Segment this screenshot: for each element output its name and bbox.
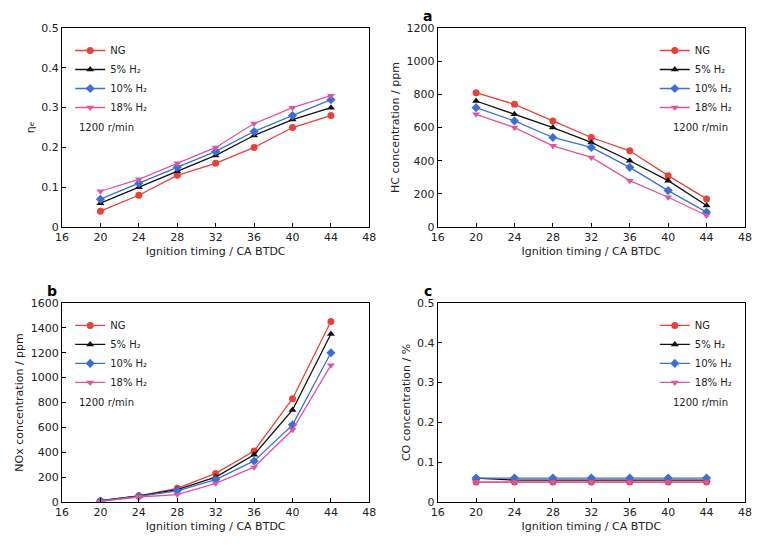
svg-text:40: 40 xyxy=(286,231,300,244)
svg-text:48: 48 xyxy=(362,231,376,244)
svg-text:44: 44 xyxy=(700,231,714,244)
svg-text:Ignition timing / CA BTDC: Ignition timing / CA BTDC xyxy=(146,520,286,533)
svg-text:20: 20 xyxy=(93,231,107,244)
svg-text:40: 40 xyxy=(661,506,675,519)
svg-text:40: 40 xyxy=(286,506,300,519)
svg-text:NOx concentration / ppm: NOx concentration / ppm xyxy=(13,333,26,471)
svg-text:b: b xyxy=(47,283,57,299)
svg-text:0: 0 xyxy=(427,496,434,509)
svg-text:5% H₂: 5% H₂ xyxy=(695,64,726,75)
svg-text:36: 36 xyxy=(247,231,261,244)
svg-text:18% H₂: 18% H₂ xyxy=(695,102,732,113)
svg-text:1200 r/min: 1200 r/min xyxy=(79,122,134,133)
svg-text:32: 32 xyxy=(209,506,223,519)
svg-text:16: 16 xyxy=(55,506,69,519)
svg-text:Ignition timing / CA BTDC: Ignition timing / CA BTDC xyxy=(146,245,286,258)
svg-text:400: 400 xyxy=(38,446,59,459)
svg-text:0.5: 0.5 xyxy=(41,22,59,35)
svg-text:ηₑ: ηₑ xyxy=(24,122,37,134)
svg-text:44: 44 xyxy=(324,506,338,519)
svg-text:c: c xyxy=(424,283,432,299)
svg-text:1400: 1400 xyxy=(31,322,59,335)
svg-text:40: 40 xyxy=(661,231,675,244)
svg-text:16: 16 xyxy=(431,231,445,244)
svg-text:0.1: 0.1 xyxy=(41,181,59,194)
svg-text:20: 20 xyxy=(469,231,483,244)
svg-text:28: 28 xyxy=(546,231,560,244)
svg-text:0: 0 xyxy=(52,496,59,509)
svg-text:18% H₂: 18% H₂ xyxy=(110,102,147,113)
svg-text:5% H₂: 5% H₂ xyxy=(110,339,141,350)
svg-text:18% H₂: 18% H₂ xyxy=(695,377,732,388)
svg-text:0.2: 0.2 xyxy=(41,141,59,154)
svg-text:5% H₂: 5% H₂ xyxy=(695,339,726,350)
svg-text:24: 24 xyxy=(132,231,146,244)
svg-text:NG: NG xyxy=(695,320,710,331)
svg-text:400: 400 xyxy=(413,155,434,168)
svg-text:1600: 1600 xyxy=(31,297,59,310)
svg-text:1000: 1000 xyxy=(406,55,434,68)
svg-text:0.3: 0.3 xyxy=(41,101,59,114)
svg-text:1000: 1000 xyxy=(31,371,59,384)
svg-text:0.4: 0.4 xyxy=(417,337,435,350)
svg-text:48: 48 xyxy=(738,231,752,244)
svg-text:44: 44 xyxy=(700,506,714,519)
svg-text:24: 24 xyxy=(132,506,146,519)
svg-text:1200: 1200 xyxy=(406,22,434,35)
svg-text:0.4: 0.4 xyxy=(41,62,59,75)
svg-text:0: 0 xyxy=(427,221,434,234)
svg-text:36: 36 xyxy=(247,506,261,519)
svg-text:32: 32 xyxy=(209,231,223,244)
svg-text:Ignition timing / CA BTDC: Ignition timing / CA BTDC xyxy=(521,520,661,533)
svg-text:a: a xyxy=(423,8,432,24)
svg-text:CO concentration / %: CO concentration / % xyxy=(400,344,413,461)
svg-text:0.2: 0.2 xyxy=(417,416,435,429)
svg-text:0: 0 xyxy=(52,221,59,234)
svg-text:NG: NG xyxy=(110,45,125,56)
svg-text:20: 20 xyxy=(93,506,107,519)
svg-text:HC concentration / ppm: HC concentration / ppm xyxy=(389,62,402,193)
svg-text:24: 24 xyxy=(507,231,521,244)
svg-text:Ignition timing / CA BTDC: Ignition timing / CA BTDC xyxy=(521,245,661,258)
svg-text:36: 36 xyxy=(623,506,637,519)
svg-text:32: 32 xyxy=(584,231,598,244)
svg-text:28: 28 xyxy=(546,506,560,519)
svg-text:48: 48 xyxy=(362,506,376,519)
svg-text:10% H₂: 10% H₂ xyxy=(695,83,732,94)
svg-text:200: 200 xyxy=(413,188,434,201)
svg-text:0.1: 0.1 xyxy=(417,456,435,469)
svg-text:10% H₂: 10% H₂ xyxy=(110,358,147,369)
svg-text:16: 16 xyxy=(431,506,445,519)
svg-text:32: 32 xyxy=(584,506,598,519)
svg-text:10% H₂: 10% H₂ xyxy=(695,358,732,369)
svg-text:0.5: 0.5 xyxy=(417,297,435,310)
svg-text:600: 600 xyxy=(38,421,59,434)
svg-text:10% H₂: 10% H₂ xyxy=(110,83,147,94)
svg-text:24: 24 xyxy=(507,506,521,519)
svg-text:1200: 1200 xyxy=(31,347,59,360)
svg-text:28: 28 xyxy=(170,231,184,244)
svg-text:16: 16 xyxy=(55,231,69,244)
svg-text:600: 600 xyxy=(413,121,434,134)
svg-text:1200 r/min: 1200 r/min xyxy=(673,397,728,408)
svg-text:200: 200 xyxy=(38,471,59,484)
svg-text:5% H₂: 5% H₂ xyxy=(110,64,141,75)
svg-text:800: 800 xyxy=(413,88,434,101)
svg-text:800: 800 xyxy=(38,396,59,409)
svg-text:20: 20 xyxy=(469,506,483,519)
svg-text:NG: NG xyxy=(110,320,125,331)
svg-text:1200 r/min: 1200 r/min xyxy=(673,122,728,133)
svg-text:36: 36 xyxy=(623,231,637,244)
svg-text:44: 44 xyxy=(324,231,338,244)
svg-text:0.3: 0.3 xyxy=(417,376,435,389)
svg-text:48: 48 xyxy=(738,506,752,519)
svg-text:1200 r/min: 1200 r/min xyxy=(79,397,134,408)
svg-text:28: 28 xyxy=(170,506,184,519)
svg-text:18% H₂: 18% H₂ xyxy=(110,377,147,388)
svg-text:NG: NG xyxy=(695,45,710,56)
